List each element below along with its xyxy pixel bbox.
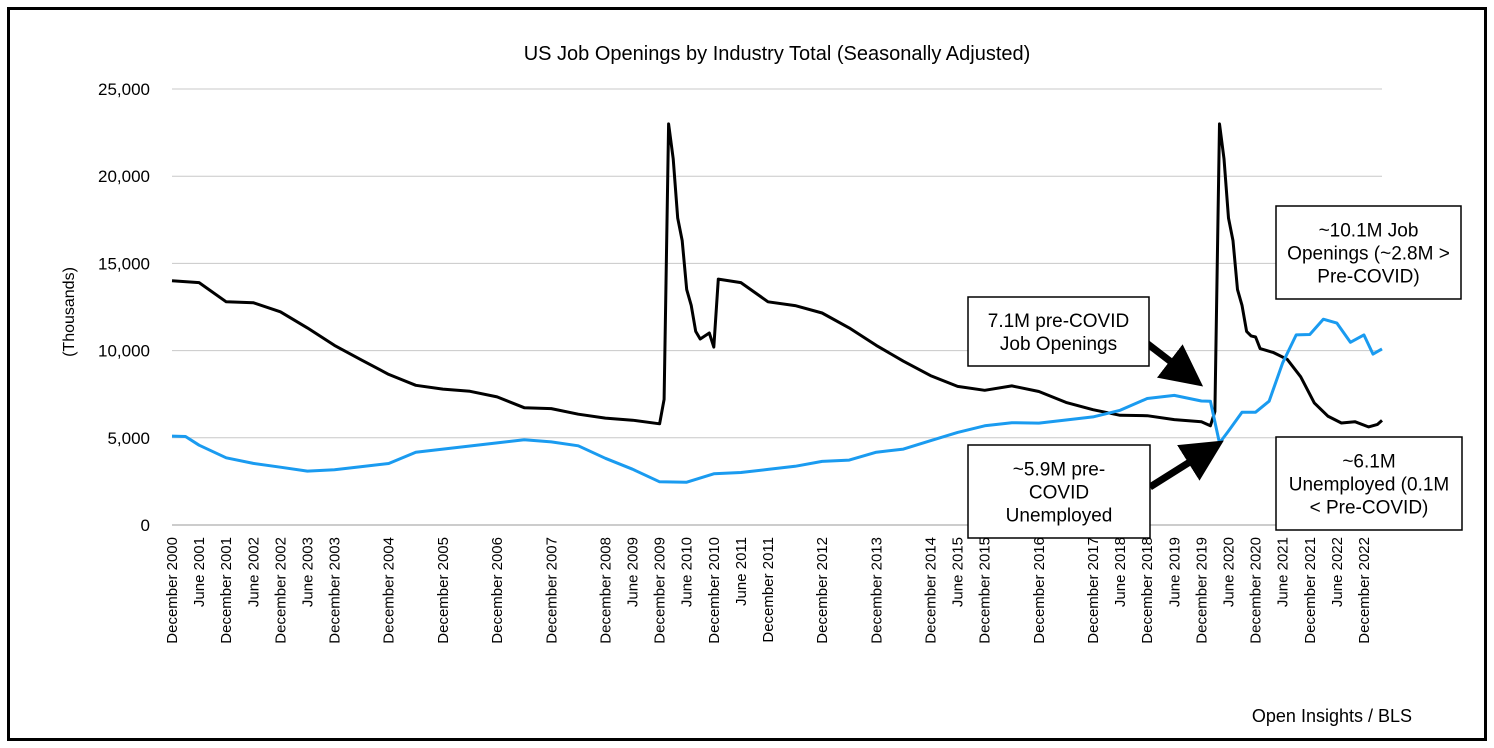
x-tick-label: December 2001 [218, 537, 235, 644]
annotation-line: Unemployed (0.1M [1289, 475, 1450, 496]
gridlines [172, 88, 1382, 526]
annotation-line: Unemployed [1006, 506, 1113, 527]
annotation-line: Pre-COVID) [1317, 267, 1419, 288]
annotation-line: ~6.1M [1342, 452, 1395, 473]
annotation-arrow [1148, 440, 1224, 490]
y-tick-label: 0 [141, 516, 150, 535]
x-tick-label: December 2012 [814, 537, 831, 644]
x-tick-label: June 2001 [191, 537, 208, 607]
x-tick-label: June 2018 [1112, 537, 1129, 607]
x-tick-label: December 2003 [327, 537, 344, 644]
chart-frame [7, 7, 1487, 741]
x-tick-label: December 2015 [977, 537, 994, 644]
x-tick-label: December 2016 [1031, 537, 1048, 644]
x-tick-label: June 2002 [245, 537, 262, 607]
x-tick-label: June 2015 [950, 537, 967, 607]
annotation-box [967, 296, 1150, 367]
x-tick-label: December 2022 [1356, 537, 1373, 644]
annotation-line: 7.1M pre-COVID [988, 311, 1129, 332]
x-tick-label: December 2010 [706, 537, 723, 644]
x-tick-labels: December 2000 June 2001 December 2001 June … [164, 537, 1373, 644]
annotation-box [967, 444, 1151, 539]
x-tick-label: December 2021 [1302, 537, 1319, 644]
x-tick-label: June 2011 [733, 537, 750, 606]
x-tick-label: December 2020 [1248, 537, 1265, 644]
x-tick-label: December 2000 [164, 537, 181, 644]
source-credit: Open Insights / BLS [1252, 706, 1412, 726]
y-tick-label: 20,000 [98, 167, 150, 186]
x-tick-label: June 2022 [1329, 537, 1346, 607]
y-tick-label: 15,000 [98, 254, 150, 273]
annotation-line: ~5.9M pre- [1013, 460, 1105, 481]
x-tick-label: December 2005 [435, 537, 452, 644]
x-tick-label: December 2007 [543, 537, 560, 644]
x-tick-label: December 2018 [1139, 537, 1156, 644]
job-openings-series-line [171, 317, 1383, 484]
x-tick-label: June 2003 [299, 537, 316, 607]
x-tick-label: December 2017 [1085, 537, 1102, 644]
x-tick-label: December 2013 [868, 537, 885, 644]
annotation-line: < Pre-COVID) [1310, 498, 1429, 519]
x-tick-label: December 2002 [272, 537, 289, 644]
annotation-box [1275, 205, 1462, 300]
x-tick-label: June 2021 [1275, 537, 1292, 607]
y-tick-label: 10,000 [98, 342, 150, 361]
x-tick-label: December 2014 [923, 537, 940, 644]
x-tick-label: December 2011 [760, 537, 777, 643]
chart-title: US Job Openings by Industry Total (Seaso… [524, 43, 1031, 65]
y-tick-labels: 0 5,000 10,000 15,000 20,000 25,000 [98, 80, 150, 535]
y-tick-label: 5,000 [107, 429, 150, 448]
unemployed-series-line [171, 122, 1383, 429]
x-tick-label: June 2009 [625, 537, 642, 607]
x-tick-label: December 2008 [597, 537, 614, 644]
annotation-box [1275, 436, 1463, 531]
x-tick-label: June 2019 [1166, 537, 1183, 607]
x-tick-label: December 2019 [1193, 537, 1210, 644]
x-tick-label: December 2004 [381, 537, 398, 644]
annotation-line: ~10.1M Job [1319, 221, 1419, 242]
x-tick-label: June 2010 [679, 537, 696, 607]
annotation-line: Job Openings [1000, 334, 1117, 355]
y-tick-label: 25,000 [98, 80, 150, 99]
series-lines [171, 122, 1383, 484]
annotation-line: COVID [1029, 483, 1089, 504]
annotation-arrows [1137, 335, 1224, 490]
x-tick-label: December 2006 [489, 537, 506, 644]
annotation-line: Openings (~2.8M > [1287, 244, 1450, 265]
y-axis-label: (Thousands) [61, 267, 78, 357]
x-tick-label: June 2020 [1220, 537, 1237, 607]
x-tick-label: December 2009 [652, 537, 669, 644]
